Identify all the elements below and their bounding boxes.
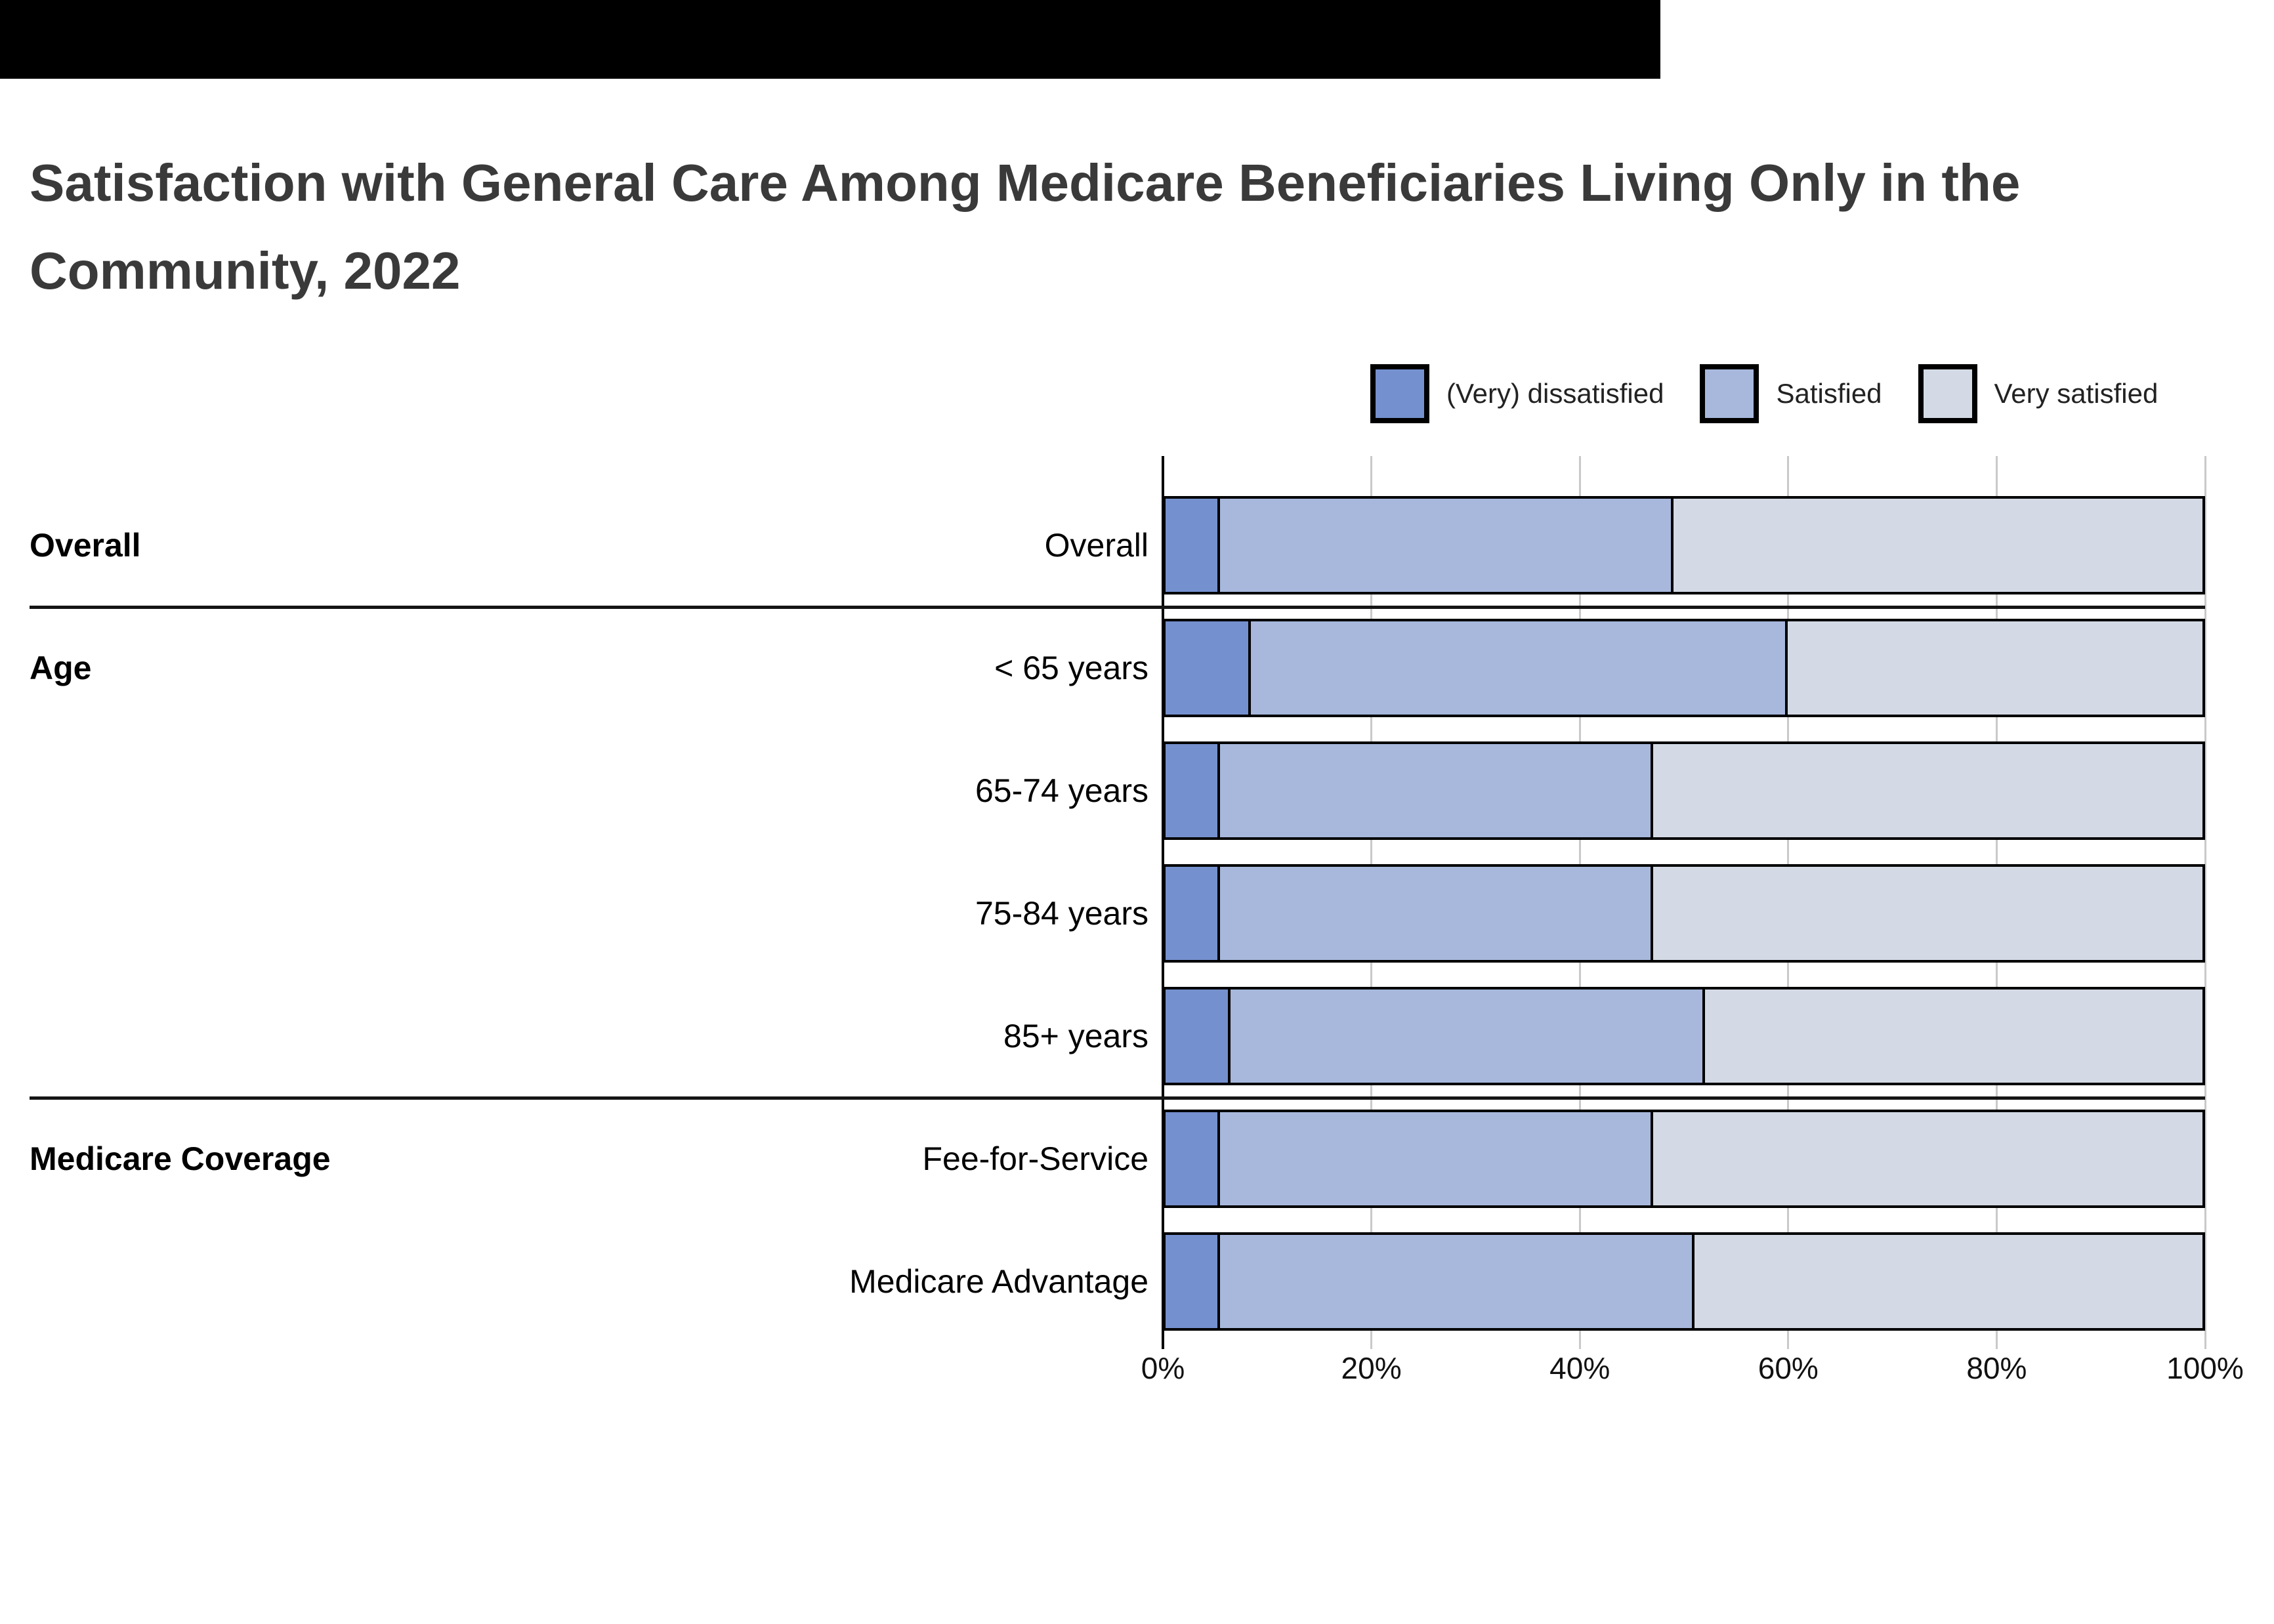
- chart-title-line2: Community, 2022: [30, 241, 461, 300]
- bar-segment--very-dissatisfied: [1166, 621, 1249, 715]
- bar-segment-satisfied: [1217, 1235, 1695, 1328]
- bar-segment-very-satisfied: [1704, 989, 2202, 1083]
- group-label-medicare-coverage: Medicare Coverage: [30, 1140, 331, 1177]
- bar-segment-satisfied: [1217, 1112, 1653, 1205]
- bar-segment-satisfied: [1227, 989, 1705, 1083]
- gridline-100%: [2204, 456, 2206, 1349]
- x-tick-label-60%: 60%: [1758, 1351, 1819, 1385]
- group-separator: [30, 1096, 2205, 1100]
- top-black-bar: [0, 0, 1660, 79]
- bar-row-75-84-years: [1163, 864, 2205, 963]
- x-tick-label-0%: 0%: [1141, 1351, 1185, 1385]
- legend-swatch-icon: [1918, 364, 1977, 423]
- bar-segment-very-satisfied: [1674, 499, 2202, 592]
- bar-row-fee-for-service: [1163, 1110, 2205, 1208]
- group-label-age: Age: [30, 650, 92, 686]
- legend-item-label: Satisfied: [1776, 378, 1882, 409]
- row-label-medicare-advantage: Medicare Advantage: [849, 1263, 1148, 1300]
- group-separator: [30, 605, 2205, 609]
- legend: (Very) dissatisfied Satisfied Very satisfi…: [1370, 361, 2158, 427]
- bar-segment--very-dissatisfied: [1166, 1235, 1217, 1328]
- chart-title: Satisfaction with General Care Among Med…: [30, 139, 2248, 315]
- bar-row-medicare-advantage: [1163, 1232, 2205, 1331]
- x-tick-label-20%: 20%: [1341, 1351, 1402, 1385]
- bar-segment-satisfied: [1217, 744, 1653, 837]
- row-label-65-74-years: 65-74 years: [975, 772, 1148, 809]
- legend-swatch-icon: [1370, 364, 1429, 423]
- bar-row-85-years: [1163, 987, 2205, 1085]
- bar-segment-very-satisfied: [1653, 1112, 2202, 1205]
- legend-item-label: Very satisfied: [1994, 378, 2158, 409]
- bar-segment--very-dissatisfied: [1166, 989, 1228, 1083]
- bar-row-overall: [1163, 496, 2205, 594]
- legend-item-2: Satisfied: [1700, 364, 1882, 423]
- row-label-85-years: 85+ years: [1003, 1018, 1148, 1054]
- legend-item-1: (Very) dissatisfied: [1370, 364, 1664, 423]
- bar-segment-very-satisfied: [1788, 621, 2202, 715]
- bar-segment--very-dissatisfied: [1166, 744, 1217, 837]
- row-label-75-84-years: 75-84 years: [975, 895, 1148, 932]
- x-tick-label-40%: 40%: [1549, 1351, 1611, 1385]
- bar-segment--very-dissatisfied: [1166, 1112, 1217, 1205]
- row-label-overall: Overall: [1044, 527, 1148, 564]
- bar-row--65-years: [1163, 619, 2205, 717]
- group-label-overall: Overall: [30, 527, 141, 564]
- bar-segment--very-dissatisfied: [1166, 499, 1217, 592]
- bar-segment-very-satisfied: [1694, 1235, 2202, 1328]
- bar-segment-satisfied: [1217, 867, 1653, 960]
- chart-title-line1: Satisfaction with General Care Among Med…: [30, 154, 2021, 212]
- legend-item-3: Very satisfied: [1918, 364, 2158, 423]
- legend-item-label: (Very) dissatisfied: [1446, 378, 1664, 409]
- bar-row-65-74-years: [1163, 741, 2205, 840]
- bar-segment-very-satisfied: [1653, 744, 2202, 837]
- x-tick-label-80%: 80%: [1966, 1351, 2027, 1385]
- row-label--65-years: < 65 years: [994, 650, 1148, 686]
- y-axis-line: [1162, 456, 1164, 1349]
- x-tick-label-100%: 100%: [2166, 1351, 2244, 1385]
- row-label-fee-for-service: Fee-for-Service: [922, 1140, 1148, 1177]
- bar-segment--very-dissatisfied: [1166, 867, 1217, 960]
- bar-segment-satisfied: [1217, 499, 1674, 592]
- legend-swatch-icon: [1700, 364, 1759, 423]
- bar-segment-satisfied: [1248, 621, 1788, 715]
- bar-segment-very-satisfied: [1653, 867, 2202, 960]
